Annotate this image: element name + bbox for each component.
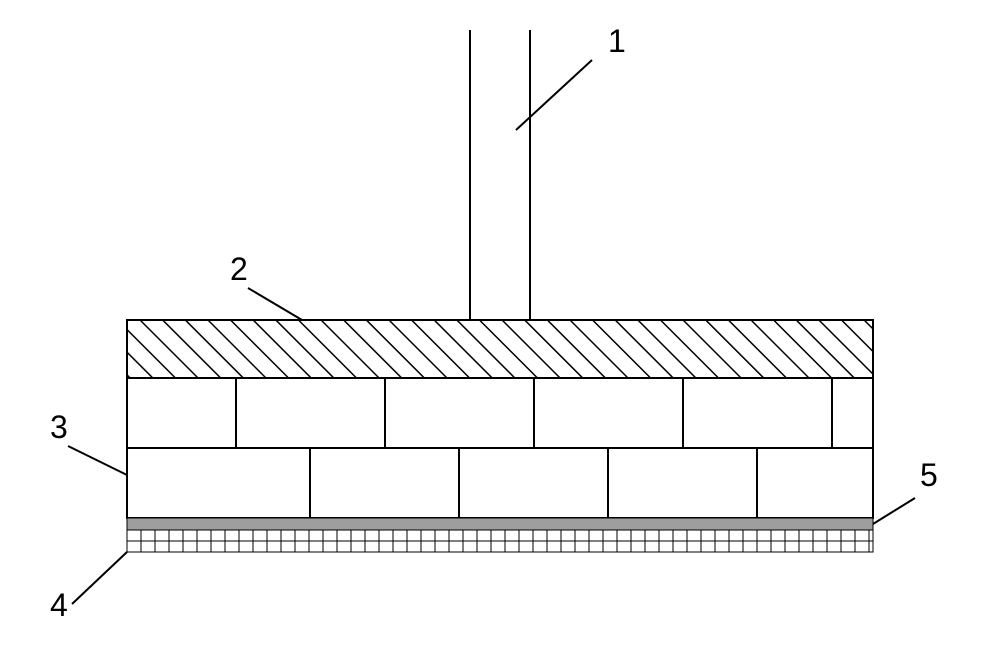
leader-5 — [873, 498, 915, 524]
pipe-fill — [472, 30, 529, 319]
leader-2 — [248, 288, 302, 320]
leader-3 — [68, 446, 127, 475]
label-1: 1 — [608, 23, 626, 59]
diagram-svg: 1 2 3 4 5 — [0, 0, 1000, 658]
label-4: 4 — [50, 587, 68, 623]
label-3: 3 — [50, 409, 68, 445]
leader-4 — [72, 552, 127, 604]
label-5: 5 — [920, 457, 938, 493]
hatch-fill — [128, 321, 872, 377]
shade-strip — [127, 518, 873, 530]
label-2: 2 — [230, 251, 248, 287]
